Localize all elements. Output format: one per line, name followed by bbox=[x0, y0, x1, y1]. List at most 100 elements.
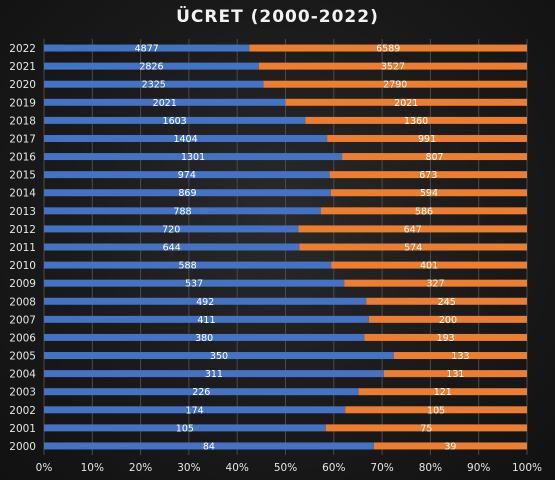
y-tick-label: 2013 bbox=[9, 206, 36, 218]
data-label: 644 bbox=[163, 243, 181, 254]
bar-segment-orange bbox=[285, 98, 527, 106]
data-label: 974 bbox=[178, 170, 196, 181]
bar-segment-blue bbox=[44, 134, 328, 142]
data-label: 1301 bbox=[181, 152, 205, 163]
data-label: 226 bbox=[192, 387, 210, 398]
y-tick-label: 2003 bbox=[9, 387, 36, 399]
y-tick-label: 2015 bbox=[9, 170, 36, 182]
bar-segment-orange bbox=[394, 352, 527, 360]
data-label: 380 bbox=[195, 333, 213, 344]
bar-segment-orange bbox=[299, 243, 527, 251]
data-label: 991 bbox=[418, 134, 436, 145]
data-label: 245 bbox=[438, 297, 456, 308]
bar-segment-blue bbox=[44, 352, 394, 360]
bar-segment-blue bbox=[44, 243, 300, 251]
x-tick-label: 80% bbox=[419, 462, 442, 474]
y-tick-label: 2009 bbox=[9, 278, 36, 290]
bar-segment-blue bbox=[44, 406, 346, 414]
bar-segment-orange bbox=[321, 207, 527, 215]
bar-segment-orange bbox=[368, 315, 527, 323]
y-tick-label: 2017 bbox=[9, 133, 36, 145]
data-label: 807 bbox=[425, 152, 443, 163]
bar-segment-blue bbox=[44, 207, 322, 215]
y-tick-label: 2002 bbox=[9, 405, 36, 417]
data-label: 6589 bbox=[376, 44, 400, 55]
y-tick-label: 2011 bbox=[9, 242, 36, 254]
y-tick-label: 2021 bbox=[9, 61, 36, 73]
y-tick-label: 2012 bbox=[9, 224, 36, 236]
bar-segment-blue bbox=[44, 98, 286, 106]
data-label: 2826 bbox=[139, 62, 163, 73]
data-label: 1404 bbox=[173, 134, 197, 145]
bar-segment-blue bbox=[44, 189, 331, 197]
data-label: 2790 bbox=[383, 80, 407, 91]
data-label: 1360 bbox=[404, 116, 428, 127]
data-label: 327 bbox=[427, 279, 445, 290]
y-tick-label: 2004 bbox=[9, 369, 36, 381]
data-label: 586 bbox=[415, 206, 433, 217]
y-tick-label: 2007 bbox=[9, 314, 36, 326]
data-label: 574 bbox=[404, 243, 422, 254]
bar-segment-orange bbox=[330, 189, 527, 197]
data-label: 84 bbox=[203, 441, 215, 452]
data-label: 75 bbox=[420, 423, 432, 434]
data-label: 2325 bbox=[142, 80, 166, 91]
y-tick-label: 2005 bbox=[9, 351, 36, 363]
bar-segment-orange bbox=[298, 225, 527, 233]
x-tick-label: 100% bbox=[512, 462, 542, 474]
data-label: 869 bbox=[178, 188, 196, 199]
bar-segment-blue bbox=[44, 44, 250, 52]
y-tick-label: 2010 bbox=[9, 260, 36, 272]
x-tick-label: 30% bbox=[177, 462, 200, 474]
y-tick-label: 2014 bbox=[9, 188, 36, 200]
x-tick-label: 10% bbox=[81, 462, 104, 474]
data-label: 121 bbox=[434, 387, 452, 398]
y-tick-label: 2006 bbox=[9, 332, 36, 344]
bar-segment-orange bbox=[364, 333, 527, 341]
bar-segment-blue bbox=[44, 261, 332, 269]
data-label: 647 bbox=[404, 224, 422, 235]
data-label: 2021 bbox=[153, 98, 177, 109]
y-tick-label: 2008 bbox=[9, 296, 36, 308]
data-label: 594 bbox=[420, 188, 438, 199]
x-tick-label: 0% bbox=[36, 462, 53, 474]
data-label: 3527 bbox=[381, 62, 405, 73]
data-label: 39 bbox=[444, 441, 456, 452]
data-label: 411 bbox=[197, 315, 215, 326]
bar-segment-orange bbox=[342, 153, 527, 161]
chart-title: ÜCRET (2000-2022) bbox=[176, 7, 379, 27]
bar-segment-blue bbox=[44, 116, 306, 124]
bar-segment-orange bbox=[344, 279, 527, 287]
bar-segment-orange bbox=[263, 80, 527, 88]
bar-segment-orange bbox=[366, 297, 527, 305]
bar-segment-orange bbox=[258, 62, 527, 70]
data-label: 174 bbox=[186, 405, 204, 416]
bar-segment-orange bbox=[325, 424, 527, 432]
bar-segment-orange bbox=[383, 370, 527, 378]
bar-segment-blue bbox=[44, 80, 264, 88]
data-label: 193 bbox=[437, 333, 455, 344]
bar-segment-blue bbox=[44, 62, 259, 70]
data-label: 537 bbox=[185, 279, 203, 290]
y-tick-label: 2022 bbox=[9, 43, 36, 55]
x-tick-label: 50% bbox=[274, 462, 297, 474]
data-label: 311 bbox=[205, 369, 223, 380]
data-label: 200 bbox=[439, 315, 457, 326]
bar-segment-blue bbox=[44, 370, 384, 378]
y-tick-label: 2020 bbox=[9, 79, 36, 91]
x-tick-label: 70% bbox=[370, 462, 393, 474]
bar-segment-blue bbox=[44, 225, 299, 233]
bar-segment-orange bbox=[331, 261, 527, 269]
x-tick-label: 60% bbox=[322, 462, 345, 474]
data-label: 350 bbox=[210, 351, 228, 362]
y-tick-label: 2016 bbox=[9, 152, 36, 164]
bar-segment-blue bbox=[44, 388, 359, 396]
data-label: 133 bbox=[451, 351, 469, 362]
bar-segment-blue bbox=[44, 333, 365, 341]
data-label: 401 bbox=[420, 261, 438, 272]
bar-segment-blue bbox=[44, 442, 374, 450]
bar-segment-blue bbox=[44, 297, 367, 305]
data-label: 492 bbox=[196, 297, 214, 308]
data-label: 105 bbox=[427, 405, 445, 416]
